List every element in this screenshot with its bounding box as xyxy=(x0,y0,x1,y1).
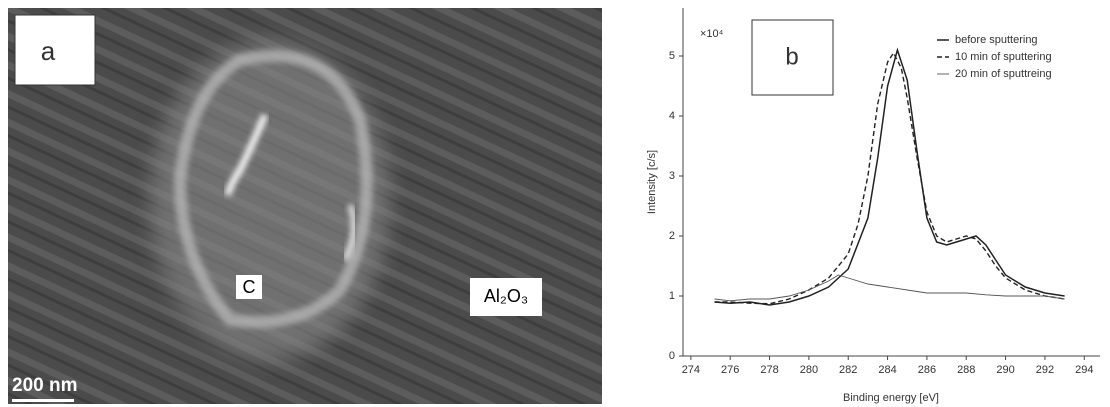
x-tick-label: 280 xyxy=(800,364,818,376)
region-label: Al₂O₃ xyxy=(484,286,528,306)
scale-bar-label: 200 nm xyxy=(12,375,77,396)
scale-bar xyxy=(12,399,74,402)
micrograph: a C Al₂O₃ 200 nm xyxy=(8,8,602,404)
y-tick-label: 4 xyxy=(669,110,675,122)
y-tick-label: 5 xyxy=(669,50,675,62)
panel-label: a xyxy=(41,36,56,66)
x-tick-label: 294 xyxy=(1075,364,1093,376)
data-line xyxy=(714,47,1065,306)
legend-label: before sputtering xyxy=(955,34,1038,46)
x-tick-label: 282 xyxy=(839,364,857,376)
x-tick-label: 278 xyxy=(760,364,778,376)
x-axis-label: Binding energy [eV] xyxy=(843,392,939,404)
multiplier: ×10⁴ xyxy=(700,28,724,40)
y-tick-label: 1 xyxy=(669,290,675,302)
y-tick-label: 3 xyxy=(669,170,675,182)
y-axis-label: Intensity [c/s] xyxy=(646,150,658,214)
x-tick-label: 284 xyxy=(878,364,896,376)
legend-label: 20 min of sputtreing xyxy=(955,68,1052,80)
x-tick-label: 290 xyxy=(996,364,1014,376)
legend-label: 10 min of sputtering xyxy=(955,51,1052,63)
panel-box xyxy=(751,19,834,96)
x-tick-label: 274 xyxy=(682,364,700,376)
x-tick-label: 288 xyxy=(957,364,975,376)
y-tick-label: 2 xyxy=(669,230,675,242)
x-tick-label: 286 xyxy=(918,364,936,376)
data-line xyxy=(714,274,1065,302)
x-tick-label: 276 xyxy=(721,364,739,376)
region-label: C xyxy=(243,277,256,297)
panel-label: b xyxy=(785,43,798,70)
y-tick-label: 0 xyxy=(669,350,675,362)
x-tick-label: 292 xyxy=(1036,364,1054,376)
